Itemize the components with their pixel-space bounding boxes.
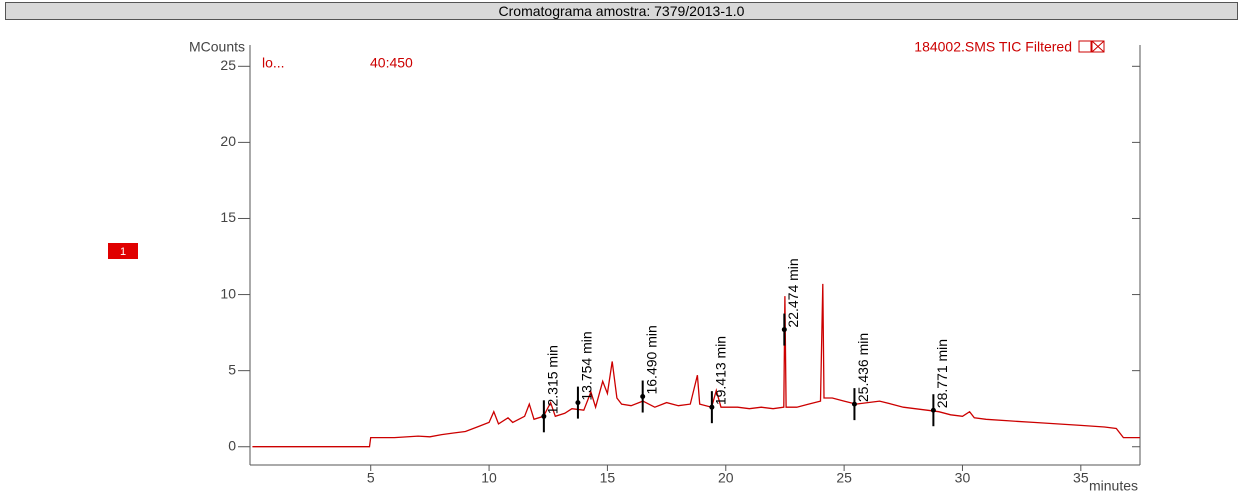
- peak-label: 13.754 min: [579, 331, 595, 400]
- x-tick-label: 15: [600, 470, 616, 486]
- restore-icon[interactable]: [1078, 40, 1092, 53]
- close-icon[interactable]: [1091, 40, 1105, 53]
- ion-label: lo...: [262, 55, 285, 71]
- y-tick-label: 20: [220, 133, 236, 149]
- x-tick-label: 30: [955, 470, 971, 486]
- peak-dot: [930, 407, 936, 413]
- x-axis-label: minutes: [1089, 478, 1138, 493]
- peak-label: 12.315 min: [545, 345, 561, 414]
- trace-name: 184002.SMS TIC Filtered: [914, 39, 1072, 55]
- peak-label: 16.490 min: [643, 325, 659, 394]
- y-tick-label: 5: [228, 361, 236, 377]
- peak-label: 28.771 min: [934, 339, 950, 408]
- y-tick-label: 25: [220, 57, 236, 73]
- peak-label: 19.413 min: [713, 336, 729, 405]
- peak-dot: [851, 401, 857, 407]
- chart-title: Cromatograma amostra: 7379/2013-1.0: [5, 2, 1238, 20]
- x-tick-label: 5: [367, 470, 375, 486]
- y-tick-label: 0: [228, 437, 236, 453]
- peak-label: 22.474 min: [785, 258, 801, 327]
- close-icon-cross: [1091, 40, 1105, 53]
- y-tick-label: 10: [220, 285, 236, 301]
- x-tick-label: 25: [836, 470, 852, 486]
- trace: [252, 283, 1140, 448]
- peak-dot: [781, 327, 787, 333]
- marker-label: 1: [120, 246, 126, 258]
- y-axis-label: MCounts: [189, 39, 245, 55]
- mass-range: 40:450: [370, 55, 413, 71]
- x-tick-label: 10: [481, 470, 497, 486]
- marker-box: [108, 243, 138, 259]
- peak-label: 25.436 min: [855, 333, 871, 402]
- peak-dot: [575, 400, 581, 406]
- peak-dot: [541, 413, 547, 419]
- y-tick-label: 15: [220, 209, 236, 225]
- x-tick-label: 20: [718, 470, 734, 486]
- peak-dot: [709, 404, 715, 410]
- x-tick-label: 35: [1073, 470, 1089, 486]
- peak-dot: [640, 394, 646, 400]
